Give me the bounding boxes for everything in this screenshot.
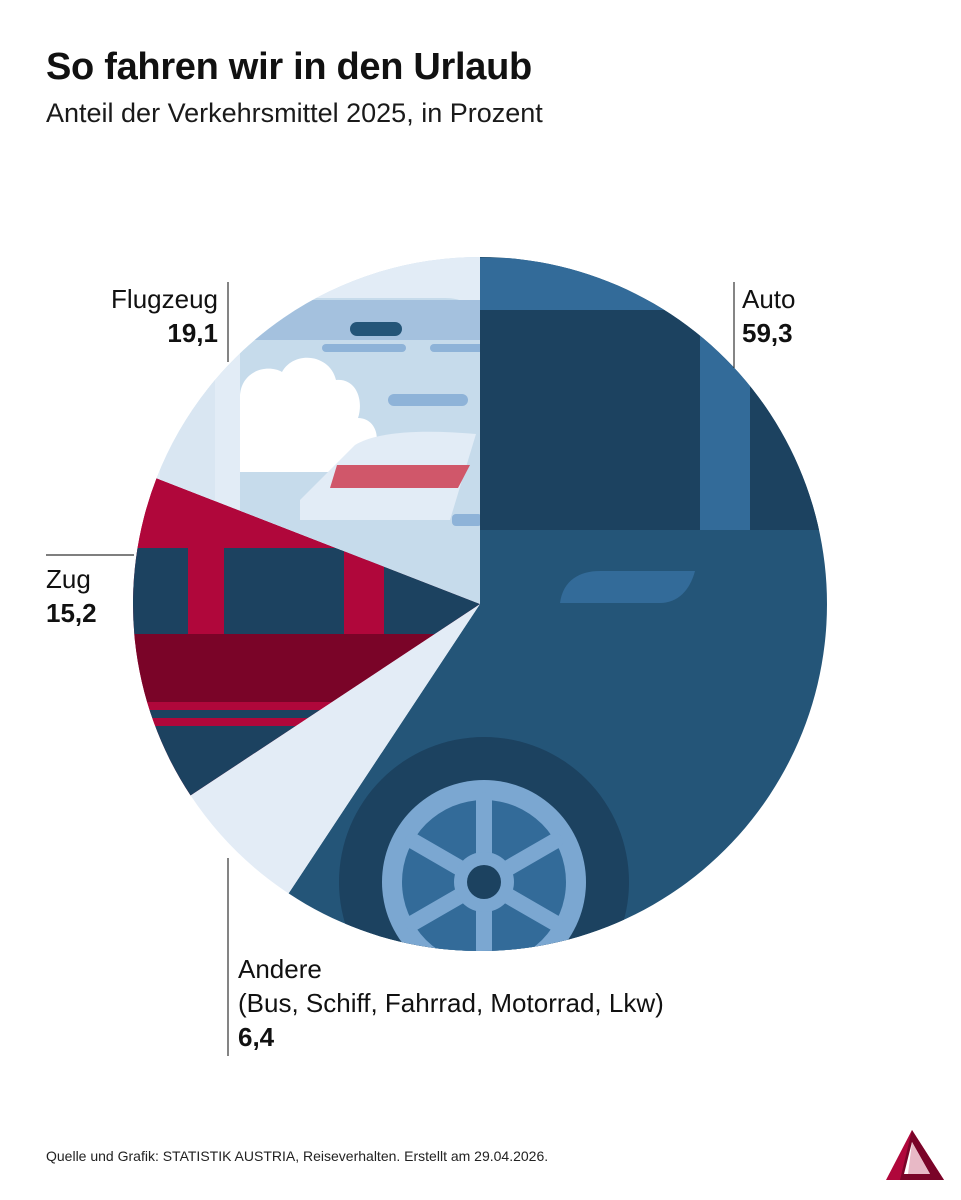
label-auto-value: 59,3 <box>742 318 793 348</box>
label-zug-name: Zug <box>46 564 91 594</box>
slice-andere-fill <box>190 604 480 894</box>
chart-title: So fahren wir in den Urlaub <box>46 46 532 88</box>
label-flugzeug-value: 19,1 <box>167 318 218 348</box>
label-andere: Andere (Bus, Schiff, Fahrrad, Motorrad, … <box>238 952 664 1054</box>
pie-slice-auto <box>288 257 827 951</box>
source-note: Quelle und Grafik: STATISTIK AUSTRIA, Re… <box>46 1148 549 1164</box>
pie-slice-andere <box>190 604 480 894</box>
label-andere-name: Andere <box>238 954 322 984</box>
label-andere-note: (Bus, Schiff, Fahrrad, Motorrad, Lkw) <box>238 988 664 1018</box>
label-auto-name: Auto <box>742 284 796 314</box>
chart-subtitle: Anteil der Verkehrsmittel 2025, in Proze… <box>46 98 543 128</box>
leader-lines <box>46 282 735 1056</box>
label-andere-value: 6,4 <box>238 1022 275 1052</box>
label-flugzeug-name: Flugzeug <box>111 284 218 314</box>
label-flugzeug: Flugzeug 19,1 <box>100 282 218 350</box>
car-illustration <box>339 258 827 951</box>
label-zug: Zug 15,2 <box>46 562 97 630</box>
label-zug-value: 15,2 <box>46 598 97 628</box>
label-auto: Auto 59,3 <box>742 282 796 350</box>
statistik-austria-logo <box>886 1130 944 1180</box>
